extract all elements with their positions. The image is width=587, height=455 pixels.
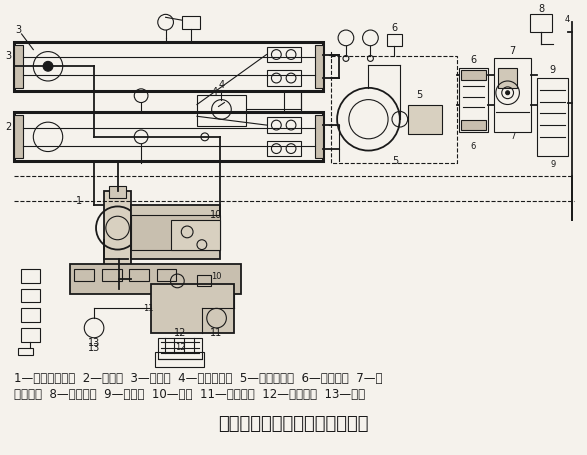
Text: 11: 11	[143, 304, 153, 313]
Bar	[387, 34, 402, 46]
Bar	[157, 269, 176, 281]
Bar	[331, 56, 457, 163]
Bar	[75, 269, 94, 281]
Bar	[461, 120, 486, 130]
Bar	[14, 45, 22, 88]
Text: 6: 6	[391, 23, 397, 33]
Bar	[315, 115, 323, 158]
Bar	[155, 353, 204, 367]
Circle shape	[43, 61, 53, 71]
Bar	[461, 70, 486, 80]
Bar	[537, 78, 568, 157]
Text: 4: 4	[565, 15, 570, 24]
Bar	[197, 95, 246, 126]
Text: 10: 10	[211, 210, 222, 220]
Bar	[18, 348, 33, 355]
Text: 9: 9	[550, 160, 555, 169]
Bar	[131, 206, 220, 259]
Text: 13: 13	[88, 338, 100, 348]
Text: 6: 6	[471, 142, 476, 151]
Bar	[21, 289, 40, 303]
Circle shape	[505, 91, 510, 95]
Bar	[266, 70, 301, 86]
Text: 1: 1	[76, 196, 82, 206]
Bar	[131, 215, 220, 249]
Text: 4: 4	[218, 80, 225, 90]
Bar	[458, 68, 488, 132]
Text: 2: 2	[6, 122, 12, 132]
Bar	[494, 58, 531, 132]
Bar	[14, 42, 323, 91]
Text: 7: 7	[510, 46, 515, 56]
Text: 5: 5	[392, 157, 398, 167]
Bar	[21, 269, 40, 283]
Text: 5: 5	[416, 90, 423, 100]
Text: 6: 6	[470, 56, 477, 66]
Bar	[21, 308, 40, 322]
Bar	[197, 275, 211, 286]
Text: 8: 8	[538, 5, 544, 15]
Bar	[158, 338, 202, 359]
Text: 3: 3	[15, 25, 22, 35]
Bar	[151, 284, 234, 333]
Text: 10: 10	[211, 273, 222, 282]
Bar	[315, 45, 323, 88]
Bar	[407, 105, 442, 134]
Text: 4: 4	[211, 87, 218, 97]
Bar	[14, 115, 22, 158]
Bar	[70, 264, 241, 293]
Bar	[170, 220, 220, 249]
Text: 13: 13	[88, 343, 100, 353]
Text: 12: 12	[175, 343, 185, 352]
Bar	[266, 117, 301, 133]
Text: 11: 11	[211, 328, 222, 338]
Bar	[498, 68, 517, 88]
Text: 1—离心式压缩机  2—蒸发器  3—冷凝器  4—高压浮球阀  5—小型压缩机  6—油分离器  7—气: 1—离心式压缩机 2—蒸发器 3—冷凝器 4—高压浮球阀 5—小型压缩机 6—油…	[14, 372, 382, 385]
Text: 3: 3	[6, 51, 12, 61]
Text: 9: 9	[549, 65, 556, 75]
Bar	[183, 16, 200, 29]
Bar	[102, 269, 122, 281]
Bar	[530, 15, 552, 32]
Bar	[14, 112, 323, 162]
Bar	[129, 269, 149, 281]
Bar	[109, 186, 126, 197]
Text: 7: 7	[510, 132, 515, 142]
Text: 离心式冷水机组制冷系统示意图: 离心式冷水机组制冷系统示意图	[218, 415, 368, 433]
Bar	[266, 47, 301, 62]
Bar	[266, 141, 301, 157]
Text: 12: 12	[174, 328, 187, 338]
Bar	[21, 328, 40, 342]
Text: 液分离器  8—放空气阀  9—干燥器  10—油筱  11—油过滤器  12—油冷却器  13—油泵: 液分离器 8—放空气阀 9—干燥器 10—油筱 11—油过滤器 12—油冷却器 …	[14, 388, 365, 401]
Bar	[104, 191, 131, 274]
